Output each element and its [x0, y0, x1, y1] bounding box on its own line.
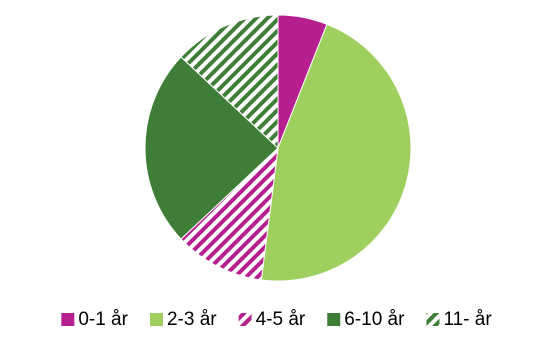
legend-label-6-10-ar: 6-10 år: [344, 309, 405, 330]
legend-swatch-6-10-ar: [327, 313, 341, 326]
legend-swatch-4-5-ar: [238, 313, 252, 326]
legend-item-11-ar: 11- år: [426, 309, 492, 330]
pie-slices: [144, 14, 412, 282]
legend-item-2-3-ar: 2-3 år: [149, 309, 217, 330]
pie-slice-4-5-ar: [180, 146, 279, 281]
legend-swatch-2-3-ar: [149, 313, 163, 326]
legend-swatch-0-1-ar: [61, 313, 75, 326]
legend-label-4-5-ar: 4-5 år: [256, 309, 306, 330]
legend-label-2-3-ar: 2-3 år: [167, 309, 217, 330]
pie-slice-6-10-ar: [144, 56, 279, 240]
legend: 0-1 år 2-3 år 4-5 år 6-10 år 11- år: [61, 309, 492, 330]
legend-label-11-ar: 11- år: [443, 309, 492, 330]
pie-slice-11-ar: [180, 14, 279, 150]
legend-item-6-10-ar: 6-10 år: [327, 309, 405, 330]
legend-item-0-1-ar: 0-1 år: [61, 309, 129, 330]
legend-item-4-5-ar: 4-5 år: [238, 309, 306, 330]
pie-slice-2-3-ar: [260, 23, 412, 282]
legend-swatch-11-ar: [426, 313, 440, 326]
legend-label-0-1-ar: 0-1 år: [78, 309, 128, 330]
